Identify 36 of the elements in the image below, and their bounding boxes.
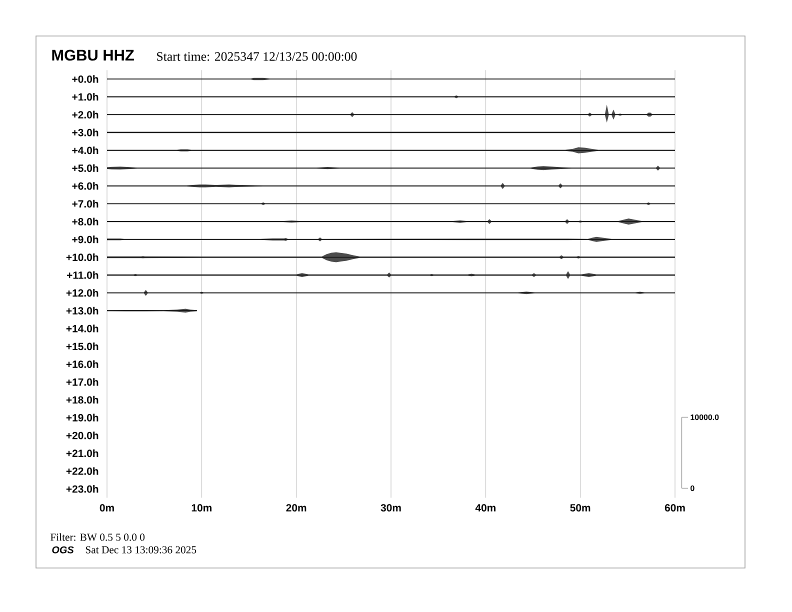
y-tick-label: +0.0h <box>72 75 98 83</box>
y-tick-label: +12.0h <box>66 289 98 297</box>
y-tick-label: +13.0h <box>66 306 98 315</box>
y-tick-label: +1.0h <box>72 92 98 101</box>
y-tick-label: +22.0h <box>66 467 98 475</box>
y-tick-label: +3.0h <box>72 128 98 136</box>
y-tick-label: +23.0h <box>66 485 98 493</box>
y-tick-label: +19.0h <box>66 414 98 422</box>
y-tick-label: +17.0h <box>66 378 98 386</box>
text: OGS <box>52 546 74 554</box>
y-tick-label: +21.0h <box>66 449 98 458</box>
y-tick-label: +18.0h <box>66 396 98 404</box>
y-tick-label: +15.0h <box>66 342 98 350</box>
y-tick-label: +11.0h <box>66 271 98 279</box>
chart-subtitle: Start time: 2025347 12/13/25 00:00:00 <box>157 52 357 61</box>
x-tick-label: 50m <box>570 504 590 512</box>
x-tick-label: 60m <box>664 504 685 512</box>
text: Filter: BW 0.5 5 0.0 0 <box>50 533 145 541</box>
text: Sat Dec 13 13:09:36 2025 <box>86 546 196 554</box>
y-tick-label: +6.0h <box>72 182 98 190</box>
x-tick-label: 20m <box>286 504 306 512</box>
x-tick-label: 30m <box>380 504 401 512</box>
y-tick-label: +16.0h <box>66 360 98 368</box>
x-tick-label: 40m <box>475 504 496 512</box>
y-tick-label: +10.0h <box>66 253 98 262</box>
y-tick-label: +9.0h <box>72 236 98 244</box>
y-tick-label: +7.0h <box>72 200 98 208</box>
y-tick-label: +5.0h <box>72 164 98 172</box>
y-tick-label: +2.0h <box>72 110 98 118</box>
x-tick-label: 10m <box>192 504 212 512</box>
chart-title: MGBU HHZ <box>52 50 134 61</box>
y-tick-label: +14.0h <box>66 324 98 332</box>
y-tick-label: +20.0h <box>66 432 98 440</box>
x-tick-label: 0m <box>100 504 114 512</box>
y-tick-label: +4.0h <box>72 146 98 154</box>
y-tick-label: +8.0h <box>72 218 98 226</box>
